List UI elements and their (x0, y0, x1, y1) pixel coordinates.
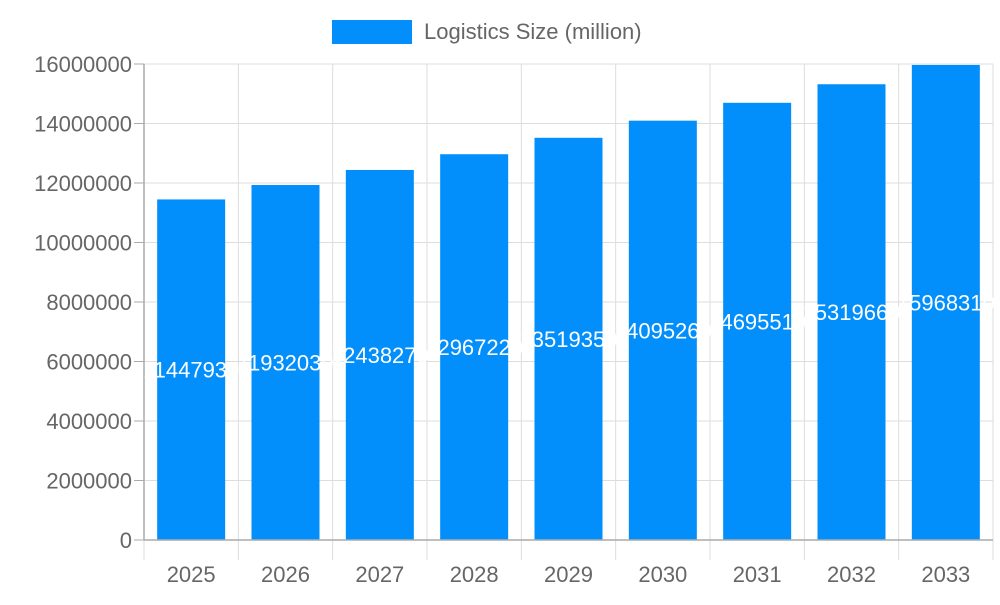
y-tick-label: 10000000 (34, 231, 132, 256)
bar (534, 137, 603, 541)
legend[interactable]: Logistics Size (million) (332, 19, 642, 44)
y-tick-label: 14000000 (34, 112, 132, 137)
bar (723, 102, 792, 540)
y-tick-label: 16000000 (34, 52, 132, 77)
x-tick-label: 2029 (544, 562, 593, 587)
x-tick-label: 2031 (733, 562, 782, 587)
x-tick-label: 2032 (827, 562, 876, 587)
bar (251, 185, 320, 541)
x-tick-label: 2028 (450, 562, 499, 587)
legend-swatch (332, 20, 412, 44)
y-tick-label: 8000000 (46, 290, 132, 315)
bars (157, 64, 980, 541)
y-tick-label: 12000000 (34, 171, 132, 196)
data-label: 11447930 (143, 358, 239, 383)
bar (628, 120, 697, 540)
x-tick-label: 2030 (638, 562, 687, 587)
data-labels: 1144793011932030124382701296722013519350… (143, 290, 995, 382)
data-label: 15968310 (897, 290, 995, 315)
data-label: 12967220 (425, 335, 523, 360)
axes: 0 2000000 4000000 6000000 8000000 10000000 120… (34, 52, 993, 587)
bar (440, 154, 509, 540)
y-tick-label: 0 (120, 528, 132, 553)
bar (157, 199, 226, 541)
x-tick-label: 2033 (921, 562, 970, 587)
bar (911, 64, 980, 540)
data-label: 11932030 (237, 351, 333, 376)
y-tick-label: 4000000 (46, 409, 132, 434)
legend-label: Logistics Size (million) (424, 19, 642, 44)
data-label: 13519350 (520, 327, 618, 352)
data-label: 15319660 (803, 300, 901, 325)
data-label: 14095260 (614, 318, 712, 343)
y-tick-label: 6000000 (46, 350, 132, 375)
y-tick-label: 2000000 (46, 469, 132, 494)
bar (345, 169, 414, 540)
bar (817, 84, 886, 540)
data-label: 14695510 (708, 309, 806, 334)
x-tick-label: 2027 (355, 562, 404, 587)
x-tick-label: 2025 (167, 562, 216, 587)
data-label: 12438270 (331, 343, 429, 368)
x-tick-label: 2026 (261, 562, 310, 587)
